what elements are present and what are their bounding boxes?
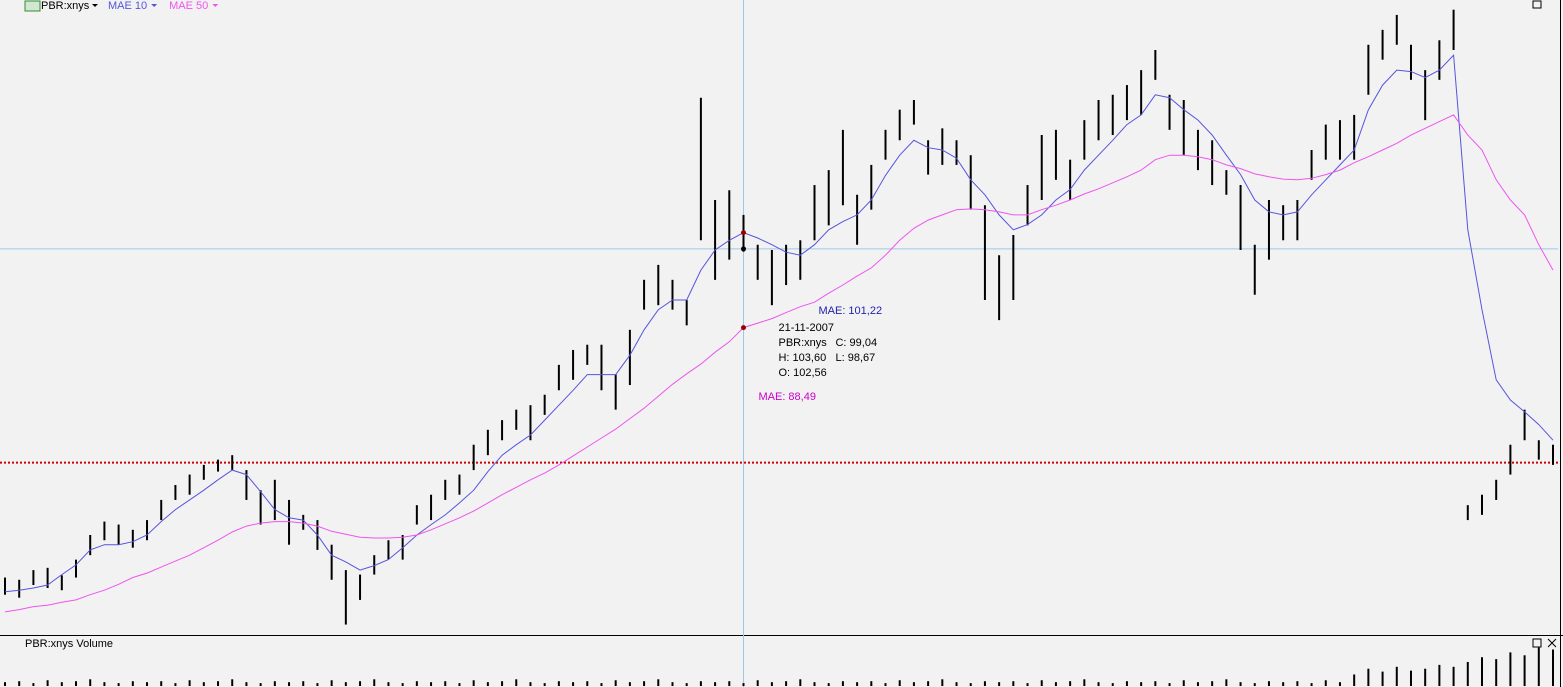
moving-average-line xyxy=(4,54,1554,593)
maximize-button[interactable] xyxy=(1532,638,1542,648)
crosshair-point xyxy=(740,246,746,252)
volume-title: PBR:xnys Volume xyxy=(25,638,113,650)
tooltip-high: H: 103,60 xyxy=(778,352,826,364)
symbol-icon xyxy=(24,0,41,12)
crosshair-point xyxy=(740,325,746,331)
crosshair-point xyxy=(740,230,746,236)
legend: PBR:xnys MAE 10 MAE 50 xyxy=(41,0,219,12)
close-button[interactable] xyxy=(1547,638,1557,648)
dropdown-arrow xyxy=(151,4,158,7)
tooltip-close: C: 99,04 xyxy=(835,337,877,349)
tooltip-mae50: MAE: 88,49 xyxy=(758,391,815,403)
legend-symbol: PBR:xnys xyxy=(41,0,90,12)
tooltip-open: O: 102,56 xyxy=(778,367,826,379)
legend-entry[interactable]: MAE 10 xyxy=(108,0,147,12)
dropdown-arrow xyxy=(92,4,98,7)
maximize-button[interactable] xyxy=(1532,0,1542,9)
dropdown-arrow xyxy=(212,4,219,7)
tooltip-date: 21-11-2007 xyxy=(778,322,833,334)
tooltip-symbol: PBR:xnys xyxy=(778,337,827,349)
moving-average-line xyxy=(4,114,1554,613)
legend-entry[interactable]: MAE 50 xyxy=(169,0,208,12)
tooltip-low: L: 98,67 xyxy=(835,352,875,364)
tooltip-mae10: MAE: 101,22 xyxy=(818,305,882,317)
